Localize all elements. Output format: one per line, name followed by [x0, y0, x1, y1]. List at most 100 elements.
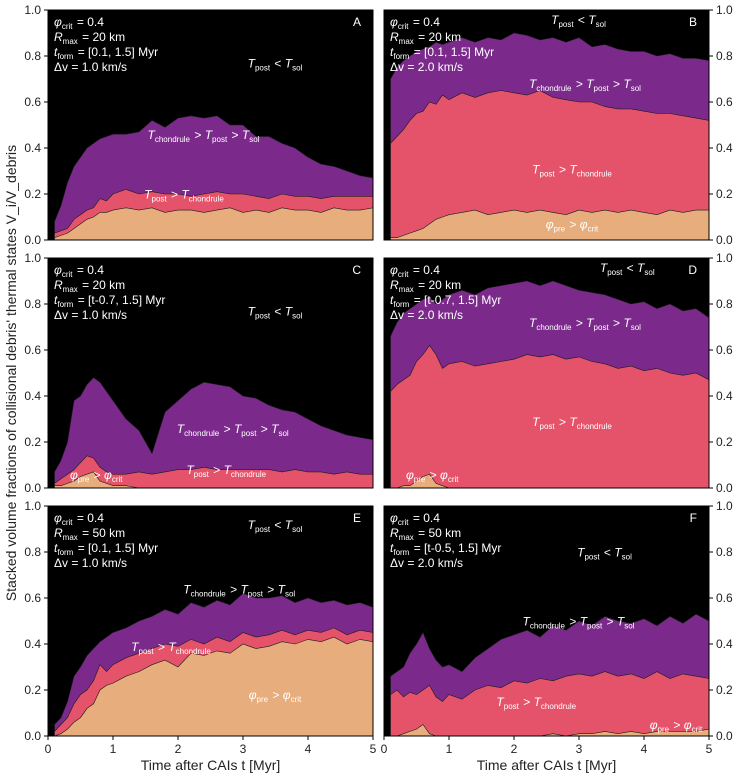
y-tick-label: 0.4	[24, 141, 41, 155]
param-line: Δv = 1.0 km/s	[54, 556, 127, 570]
region-label-pre: φpre > φcrit	[650, 718, 704, 734]
region-label-hot: Tpost > Tchondrule	[131, 640, 212, 656]
region-label-hot: Tpost > Tchondrule	[532, 415, 613, 431]
param-line: Rmax = 20 km	[54, 30, 125, 46]
area-hot	[390, 671, 709, 736]
y-tick-label: 0.0	[24, 233, 41, 247]
param-line: φcrit = 0.4	[54, 15, 104, 31]
areas	[390, 32, 709, 240]
areas	[390, 280, 709, 488]
x-tick-label: 4	[305, 742, 312, 756]
region-label-pre: φpre > φcrit	[406, 468, 460, 484]
y-tick-label: 0.0	[716, 481, 733, 495]
x-tick-label: 5	[706, 742, 713, 756]
y-tick-label: 0.2	[24, 435, 41, 449]
y-tick-label: 0.6	[716, 591, 733, 605]
param-line: Rmax = 50 km	[390, 526, 461, 542]
areas	[54, 593, 373, 736]
y-tick-label: 0.8	[716, 49, 733, 63]
region-label-pre: φpre > φcrit	[546, 218, 600, 234]
region-label-mid: Tchondrule > Tpost > Tsol	[529, 77, 642, 93]
panel-letter: A	[353, 15, 361, 29]
param-line: φcrit = 0.4	[390, 511, 440, 527]
y-tick-label: 0.2	[716, 435, 733, 449]
panel-e: 0.0 0.2 0.4 0.6 0.8 1.0 0 1 2 3 4 5 Time after CAIs …	[24, 499, 376, 773]
y-tick-label: 0.8	[24, 49, 41, 63]
param-line: Δv = 2.0 km/s	[390, 308, 463, 322]
area-hot	[390, 90, 709, 240]
y-tick-label: 0.6	[24, 343, 41, 357]
y-tick-label: 0.4	[716, 637, 733, 651]
y-tick-label: 0.2	[716, 683, 733, 697]
y-tick-label: 0.8	[24, 545, 41, 559]
x-tick-label: 0	[45, 742, 52, 756]
x-tick-label: 1	[110, 742, 117, 756]
area-hot	[390, 344, 709, 488]
y-tick-label: 0.4	[716, 389, 733, 403]
param-line: tform = [0.1, 1.5] Myr	[54, 45, 158, 61]
param-line: Δv = 2.0 km/s	[390, 60, 463, 74]
area-pre	[54, 207, 373, 240]
y-tick-label: 0.4	[716, 141, 733, 155]
y-tick-label: 0.8	[24, 297, 41, 311]
region-label-hot: Tpost > Tchondrule	[144, 188, 225, 204]
y-tick-label: 0.0	[716, 233, 733, 247]
param-line: φcrit = 0.4	[54, 511, 104, 527]
x-tick-label: 0	[381, 742, 388, 756]
region-label-cold: Tpost < Tsol	[248, 518, 304, 534]
area-pre	[390, 473, 709, 488]
region-label-hot: Tpost > Tchondrule	[496, 695, 577, 711]
param-line: Rmax = 50 km	[54, 526, 125, 542]
x-tick-label: 3	[576, 742, 583, 756]
param-line: φcrit = 0.4	[54, 263, 104, 279]
x-tick-label: 4	[641, 742, 648, 756]
areas	[54, 115, 373, 240]
region-label-cold: Tpost < Tsol	[551, 13, 607, 29]
y-tick-label: 0.8	[716, 545, 733, 559]
areas	[54, 377, 373, 488]
x-axis-label: Time after CAIs t [Myr]	[141, 757, 281, 773]
x-tick-label: 2	[175, 742, 182, 756]
region-label-pre: φpre > φcrit	[70, 468, 124, 484]
y-tick-label: 0.4	[24, 637, 41, 651]
y-tick-label: 0.4	[24, 389, 41, 403]
plot-frame	[383, 505, 710, 737]
param-line: Δv = 2.0 km/s	[390, 556, 463, 570]
region-label-hot: Tpost > Tchondrule	[532, 162, 613, 178]
area-hot	[54, 455, 373, 488]
param-line: tform = [t-0.5, 1.5] Myr	[390, 541, 501, 557]
y-tick-label: 1.0	[716, 251, 733, 265]
area-pre	[390, 724, 709, 736]
y-tick-label: 0.0	[24, 729, 41, 743]
param-line: Rmax = 20 km	[390, 30, 461, 46]
param-line: Δv = 1.0 km/s	[54, 60, 127, 74]
y-tick-label: 1.0	[24, 499, 41, 513]
y-tick-label: 0.6	[716, 343, 733, 357]
x-tick-label: 2	[511, 742, 518, 756]
y-tick-label: 0.6	[716, 95, 733, 109]
y-tick-label: 0.2	[716, 187, 733, 201]
x-tick-label: 3	[240, 742, 247, 756]
param-line: φcrit = 0.4	[390, 15, 440, 31]
area-pre	[54, 636, 373, 736]
area-pre	[54, 471, 373, 488]
region-label-mid: Tchondrule > Tpost > Tsol	[148, 128, 261, 144]
param-line: tform = [t-0.7, 1.5] Myr	[54, 293, 165, 309]
region-label-mid: Tchondrule > Tpost > Tsol	[523, 615, 636, 631]
panel-letter: F	[690, 511, 697, 525]
region-label-mid: Tchondrule > Tpost > Tsol	[183, 582, 296, 598]
param-line: Rmax = 20 km	[54, 278, 125, 294]
y-tick-label: 0.2	[24, 187, 41, 201]
plot-frame	[47, 505, 374, 737]
y-tick-label: 0.2	[24, 683, 41, 697]
y-tick-label: 1.0	[24, 251, 41, 265]
plot-frame	[383, 257, 710, 489]
param-line: Rmax = 20 km	[390, 278, 461, 294]
x-tick-label: 1	[446, 742, 453, 756]
plot-frame	[47, 257, 374, 489]
area-pre	[390, 209, 709, 240]
